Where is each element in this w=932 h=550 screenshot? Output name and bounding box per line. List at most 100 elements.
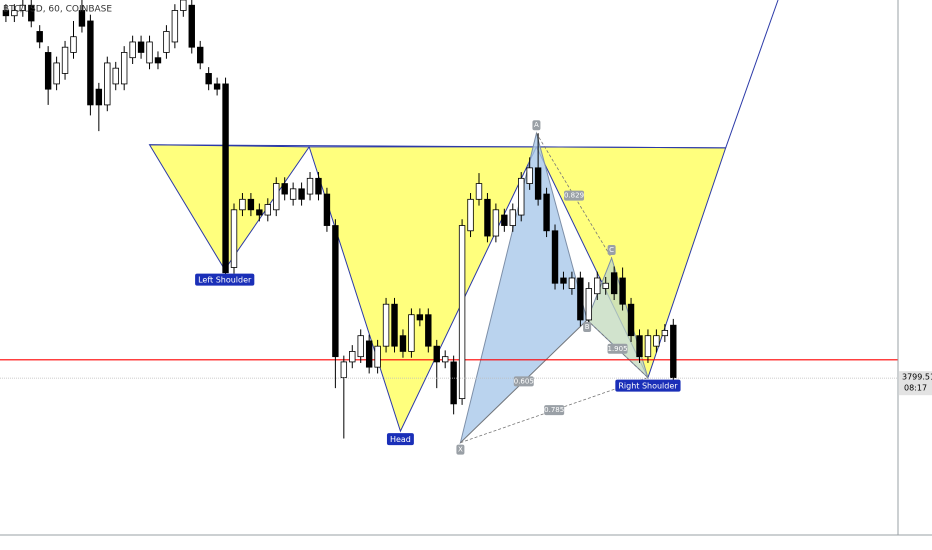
candle-body [44,52,52,90]
last-price-tag [899,371,932,396]
candle-body [340,361,348,379]
candle-body [239,198,246,211]
candle-body [467,198,474,232]
candle-body [2,10,10,17]
candle-body [332,225,339,358]
candle-body [129,41,136,59]
candle-body [543,193,550,232]
ratio-box [564,190,585,201]
candle-body [180,0,187,11]
candle-body [484,198,491,237]
candle-body [670,324,677,379]
point-label-box [607,245,616,256]
candle-body [273,183,280,211]
point-label-box [532,120,541,131]
candles [2,0,677,439]
head-area [308,146,538,433]
candle-body [458,225,466,400]
candle-body [492,209,500,237]
candle-body [382,303,390,347]
candle-body [602,282,609,289]
candle-body [19,4,27,11]
candle-body [230,209,238,268]
candle-body [365,340,373,368]
candle-body [551,230,559,284]
candle-body [298,188,305,200]
candle-body [391,303,398,347]
candle-body [28,4,35,22]
ratio-label: 1.905 [608,345,628,353]
candle-body [197,46,204,64]
candle-body [357,335,364,358]
point-label: C [609,246,614,254]
label-box [615,379,681,392]
candle-body [146,41,153,64]
candle-body [281,183,288,195]
candle-body [137,41,145,53]
candle-body [433,345,440,363]
chart-title: BTC/USD, 60, COINBASE [3,5,112,15]
candle-body [120,52,128,85]
candle-body [450,361,457,405]
ratio-label: 0.785 [544,406,564,414]
candle-body [661,330,669,337]
candle-body [163,31,170,53]
point-label: B [585,323,590,331]
label-box [386,433,414,446]
candle-body [425,314,432,347]
last-price-label: 3799.51 [902,373,932,382]
candle-body [247,198,255,211]
candle-body [78,10,86,27]
candle-body [475,183,483,200]
candle-body [264,204,271,216]
ratio-box [513,376,534,387]
candle-body [653,335,660,347]
candle-body [306,177,314,195]
candle-body [560,277,567,284]
candle-body [509,209,516,226]
candle-body [534,167,542,200]
pattern-label: Left Shoulder [195,273,255,286]
candle-body [11,10,18,17]
label-box [195,273,255,286]
point-label: A [534,121,539,129]
candle-body [441,356,449,363]
candle-body [171,10,179,43]
label-text: Head [390,435,411,444]
pattern-label: Right Shoulder [615,379,681,392]
candle-body [188,4,195,48]
candle-body [501,214,508,226]
candle-body [205,73,212,85]
candle-body [408,314,415,352]
pattern-label: Head [386,433,414,446]
candle-body [289,188,297,200]
axes: 3799.51 08:17 [899,371,932,396]
candle-body [95,88,103,106]
candle-body [36,31,43,43]
candle-body [399,335,407,352]
candle-body [154,57,162,64]
ratio-box [544,405,565,416]
candle-body [112,67,119,85]
ratio-label: 0.605 [514,377,534,385]
breakout-line [725,0,779,149]
candle-body [577,277,584,321]
candle-body [610,272,618,295]
candle-body [315,177,322,195]
candle-body [70,36,77,53]
candle-body [416,314,424,321]
candle-body [518,177,525,216]
countdown-label: 08:17 [904,384,927,393]
drawings [0,0,898,445]
candle-body [222,83,229,274]
candle-body [619,277,626,305]
candle-body [594,277,601,295]
candle-body [644,335,652,358]
candle-body [256,209,263,216]
neckline [149,144,726,149]
candle-body [526,167,533,184]
candle-body [323,193,331,226]
candle-body [53,62,60,85]
